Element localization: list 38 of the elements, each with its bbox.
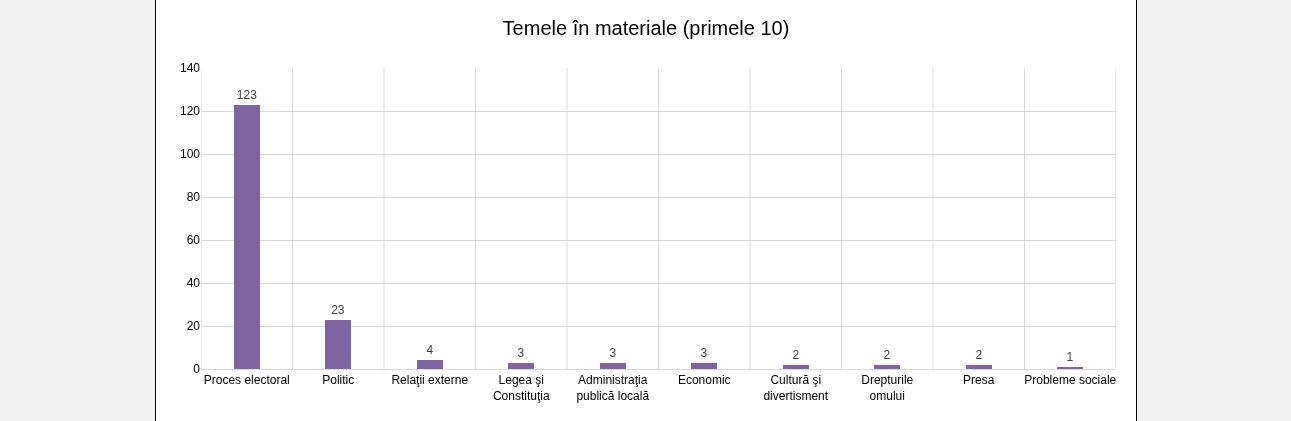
- data-label: 3: [609, 346, 617, 360]
- x-tick-label: Proces electoral: [203, 373, 290, 388]
- bar: [417, 360, 443, 369]
- y-tick-label: 60: [186, 233, 201, 248]
- x-tick-label: Legea şi Constituţia: [492, 373, 550, 403]
- bar: [783, 365, 809, 369]
- bar: [691, 363, 717, 369]
- bar: [600, 363, 626, 369]
- bar: [966, 365, 992, 369]
- y-tick-label: 20: [186, 319, 201, 334]
- data-label: 2: [975, 348, 983, 362]
- y-tick-label: 40: [186, 276, 201, 291]
- x-tick-label: Relaţii externe: [391, 373, 469, 388]
- x-tick-label: Administraţia publică locală: [576, 373, 650, 403]
- y-tick-label: 120: [179, 104, 201, 119]
- data-label: 3: [700, 346, 708, 360]
- x-tick-label: Presa: [963, 373, 995, 388]
- bar: [234, 105, 260, 369]
- x-tick-label: Drepturile omului: [861, 373, 914, 403]
- data-label: 3: [517, 346, 525, 360]
- chart-title: Temele în materiale (primele 10): [502, 17, 790, 40]
- x-tick-label: Politic: [322, 373, 355, 388]
- bar: [325, 320, 351, 369]
- y-tick-label: 140: [179, 61, 201, 76]
- y-tick-label: 100: [179, 147, 201, 162]
- data-label: 1: [1066, 350, 1074, 364]
- data-label: 23: [331, 303, 345, 317]
- y-tick-label: 0: [193, 362, 201, 377]
- data-label: 123: [236, 88, 258, 102]
- x-tick-label: Cultură şi divertisment: [763, 373, 829, 403]
- data-label: 2: [792, 348, 800, 362]
- data-label: 4: [426, 343, 434, 357]
- x-tick-label: Probleme sociale: [1024, 373, 1117, 388]
- x-tick-label: Economic: [677, 373, 731, 388]
- y-tick-label: 80: [186, 190, 201, 205]
- data-label: 2: [883, 348, 891, 362]
- bar: [874, 365, 900, 369]
- bar: [508, 363, 534, 369]
